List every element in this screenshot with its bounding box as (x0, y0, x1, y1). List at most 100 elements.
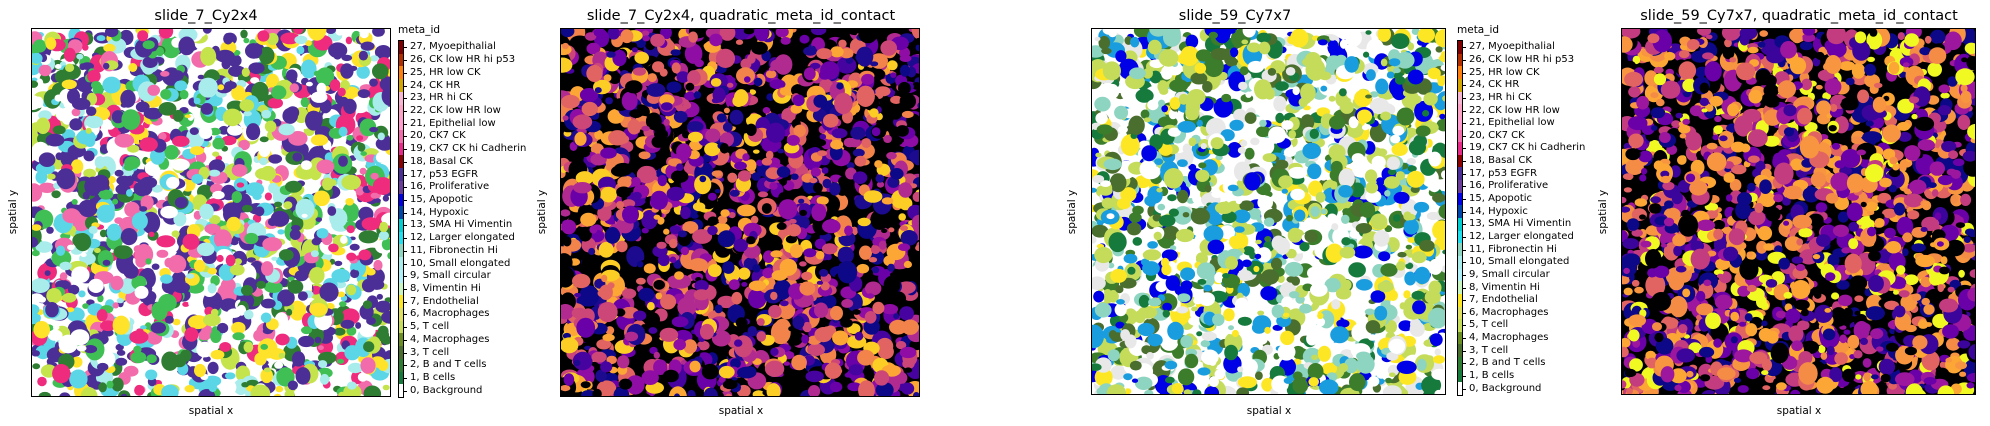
colorbar-tick (404, 85, 407, 87)
legend-item-label: 20, CK7 CK (1469, 129, 1525, 141)
colorbar-segment (1458, 180, 1462, 194)
colorbar-segment (1458, 293, 1462, 307)
colorbar-segment (399, 168, 403, 182)
colorbar-tick (404, 199, 407, 201)
colorbar-tick (1463, 325, 1466, 327)
colorbar-tick (1463, 85, 1466, 87)
colorbar-segment (1458, 331, 1462, 345)
colorbar-segment (1458, 306, 1462, 320)
panel-2-plot (560, 28, 920, 397)
colorbar-segment (1458, 78, 1462, 93)
legend-item-label: 0, Background (1469, 382, 1542, 394)
colorbar-tick (404, 314, 407, 316)
panel-1-plot (31, 28, 391, 397)
colorbar-segment (399, 320, 403, 334)
colorbar-tick (404, 365, 407, 367)
colorbar-segment (1458, 116, 1462, 130)
colorbar-tick (404, 225, 407, 227)
colorbar-tick (1463, 312, 1466, 314)
colorbar-segment (1458, 129, 1462, 143)
colorbar-segment (1458, 218, 1462, 232)
legend-item-label: 6, Macrophages (410, 308, 490, 320)
legend-item-label: 11, Fibronectin Hi (1469, 243, 1557, 255)
legend-item-label: 2, B and T cells (410, 359, 487, 371)
colorbar-tick (1463, 338, 1466, 340)
panel-2-title: slide_7_Cy2x4, quadratic_meta_id_contact (586, 8, 896, 24)
colorbar-tick (1463, 97, 1466, 99)
panel-4-ylabel: spatial y (1597, 189, 1609, 235)
colorbar-tick (404, 136, 407, 138)
legend-item-label: 27, Myoepithalial (410, 41, 496, 53)
colorbar-segment (1458, 104, 1462, 118)
colorbar-tick (1463, 376, 1466, 378)
colorbar-segment (1458, 91, 1462, 105)
legend-item-label: 1, B cells (1469, 370, 1515, 382)
legend-item-label: 13, SMA Hi Vimentin (1469, 218, 1572, 230)
colorbar-segment (399, 117, 403, 131)
legend-item-label: 22, CK low HR low (1469, 104, 1560, 116)
colorbar-segment (1458, 243, 1462, 257)
legend-item-label: 6, Macrophages (1469, 306, 1549, 318)
colorbar-tick (1463, 47, 1466, 49)
colorbar-segment (1458, 142, 1462, 156)
colorbar-tick (404, 123, 407, 125)
legend-item-label: 8, Vimentin Hi (410, 282, 481, 294)
colorbar-tick (1463, 262, 1466, 264)
legend-item-label: 21, Epithelial low (1469, 117, 1555, 129)
colorbar-tick (404, 390, 407, 392)
legend-item-label: 13, SMA Hi Vimentin (410, 219, 513, 231)
colorbar-segment (1458, 255, 1462, 270)
legend-item-label: 18, Basal CK (410, 155, 473, 167)
colorbar-segment (399, 244, 403, 258)
colorbar-tick (1463, 287, 1466, 289)
legend-item-label: 3, T cell (410, 346, 450, 358)
colorbar-tick (404, 212, 407, 214)
colorbar-tick (1463, 161, 1466, 163)
colorbar-segment (1458, 192, 1462, 206)
colorbar-segment (1458, 281, 1462, 295)
legend-2-title: meta_id (1457, 24, 1500, 36)
colorbar-segment (399, 269, 403, 284)
colorbar-segment (399, 66, 403, 80)
colorbar-segment (399, 142, 403, 156)
panel-2-image (561, 29, 919, 396)
colorbar-segment (1458, 357, 1462, 371)
legend-item-label: 14, Hypoxic (1469, 205, 1528, 217)
legend-item-label: 21, Epithelial low (410, 117, 496, 129)
colorbar-segment (399, 206, 403, 220)
legend-item-label: 15, Apopotic (410, 193, 474, 205)
colorbar-tick (1463, 110, 1466, 112)
colorbar-segment (1458, 382, 1462, 396)
panel-1-image (32, 29, 390, 396)
legend-1-title: meta_id (398, 24, 441, 36)
panel-4-plot (1621, 28, 1976, 395)
colorbar-segment (1458, 344, 1462, 358)
colorbar-tick (1463, 350, 1466, 352)
legend-item-label: 23, HR hi CK (1469, 91, 1532, 103)
legend-item-label: 5, T cell (1469, 319, 1509, 331)
colorbar-tick (404, 377, 407, 379)
panel-4-xlabel: spatial x (1776, 405, 1822, 417)
panel-2-xlabel: spatial x (718, 405, 764, 417)
colorbar-tick (1463, 199, 1466, 201)
colorbar-segment (1458, 268, 1462, 282)
colorbar-tick (404, 301, 407, 303)
colorbar-segment (399, 231, 403, 245)
colorbar-segment (1458, 167, 1462, 181)
colorbar-tick (1463, 363, 1466, 365)
legend-item-label: 25, HR low CK (1469, 66, 1540, 78)
colorbar-gradient (399, 41, 403, 398)
legend-item-label: 9, Small circular (1469, 268, 1550, 280)
colorbar-tick (1463, 72, 1466, 74)
colorbar-segment (1458, 319, 1462, 333)
legend-item-label: 19, CK7 CK hi Cadherin (410, 143, 527, 155)
legend-item-label: 9, Small circular (410, 270, 491, 282)
colorbar-tick (404, 47, 407, 49)
colorbar-tick (1463, 274, 1466, 276)
legend-2-colorbar (1457, 40, 1463, 396)
panel-3-image (1092, 29, 1445, 394)
colorbar-tick (1463, 249, 1466, 251)
colorbar-tick (404, 238, 407, 240)
legend-1-colorbar (398, 40, 404, 398)
colorbar-segment (1458, 230, 1462, 244)
